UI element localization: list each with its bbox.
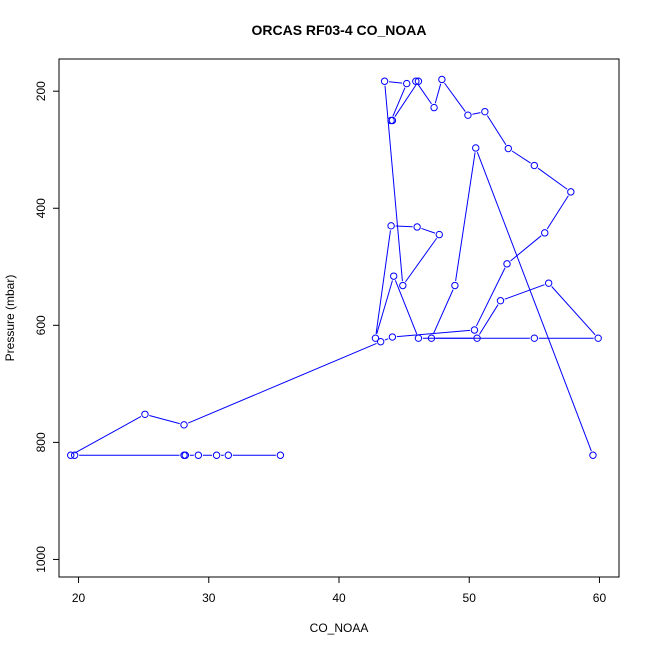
data-point <box>371 334 380 342</box>
data-point <box>376 338 385 346</box>
data-point <box>481 107 489 116</box>
series-line-segment <box>394 84 417 117</box>
data-point <box>413 223 421 231</box>
series-line-segment <box>405 237 438 283</box>
data-point <box>503 260 511 268</box>
data-point <box>141 410 149 418</box>
series-line-segment <box>479 304 499 335</box>
series-layer <box>67 75 602 459</box>
series-line-segment <box>546 195 569 230</box>
series-line-segment <box>486 115 507 146</box>
series-line-segment <box>149 414 180 425</box>
data-point <box>399 281 407 290</box>
data-point <box>496 297 505 305</box>
series-line-segment <box>421 227 436 234</box>
series-line-segment <box>389 81 403 84</box>
y-axis-label: Pressure (mbar) <box>3 275 17 362</box>
y-tick-label: 1000 <box>34 546 48 573</box>
data-point <box>388 333 397 341</box>
data-point <box>70 451 79 459</box>
y-tick-label: 800 <box>34 432 48 452</box>
series-line-segment <box>504 284 545 300</box>
data-point <box>530 161 539 170</box>
data-point <box>544 279 553 287</box>
data-point <box>194 451 203 459</box>
data-point <box>180 421 188 429</box>
data-point <box>567 188 575 196</box>
series-line-segment <box>434 83 442 104</box>
data-point <box>387 222 395 230</box>
series-line-segment <box>432 289 454 335</box>
data-point <box>412 77 420 85</box>
data-point <box>276 451 285 459</box>
series-line-segment <box>476 151 592 452</box>
data-point <box>427 334 436 342</box>
series-line-segment <box>475 267 506 327</box>
data-point <box>451 281 459 290</box>
x-tick-label: 40 <box>332 591 346 605</box>
x-tick-label: 60 <box>593 591 607 605</box>
series-line-segment <box>417 84 432 105</box>
series-line-segment <box>551 286 596 336</box>
data-point <box>530 334 539 342</box>
data-point <box>380 77 389 85</box>
data-point <box>472 144 480 152</box>
y-tick-label: 400 <box>34 198 48 218</box>
data-point <box>67 451 75 459</box>
data-point <box>403 79 411 88</box>
x-tick-label: 20 <box>72 591 86 605</box>
y-tick-label: 200 <box>34 81 48 101</box>
data-point <box>414 77 423 85</box>
data-point <box>435 230 443 239</box>
x-axis: 20 30 40 50 60 <box>72 577 607 605</box>
data-point <box>414 334 423 342</box>
series-line-segment <box>472 112 481 115</box>
data-point <box>594 334 602 342</box>
data-point <box>473 334 481 342</box>
data-point <box>430 103 438 112</box>
series-line-segment <box>392 87 406 117</box>
x-axis-label: CO_NOAA <box>310 621 369 635</box>
data-point <box>541 229 549 237</box>
data-point <box>389 272 398 280</box>
series-line-segment <box>455 152 476 282</box>
series-line-segment <box>511 150 531 164</box>
data-point <box>464 111 472 119</box>
series-line-segment <box>394 280 418 335</box>
series-line-segment <box>537 167 568 190</box>
data-point <box>180 451 188 459</box>
x-tick-label: 30 <box>202 591 216 605</box>
data-point <box>212 451 221 459</box>
data-point <box>438 75 446 84</box>
plot-frame <box>58 58 620 578</box>
series-line-segment <box>384 85 403 282</box>
series-line-segment <box>375 230 391 334</box>
y-axis: 200 400 600 800 1000 <box>34 81 59 573</box>
series-line-segment <box>444 82 466 112</box>
series-line-segment <box>510 235 542 262</box>
series-line-segment <box>187 342 377 424</box>
y-tick-label: 600 <box>34 315 48 335</box>
series-line-segment <box>384 338 389 341</box>
data-point <box>504 144 513 153</box>
series-line-segment <box>74 416 142 454</box>
series-line-segment <box>376 280 393 335</box>
x-tick-label: 50 <box>463 591 477 605</box>
data-point <box>470 326 479 334</box>
data-point <box>387 116 395 125</box>
data-point <box>224 451 233 459</box>
data-point <box>589 451 597 459</box>
series-line-segment <box>395 225 413 228</box>
chart-title: ORCAS RF03-4 CO_NOAA <box>251 22 426 38</box>
